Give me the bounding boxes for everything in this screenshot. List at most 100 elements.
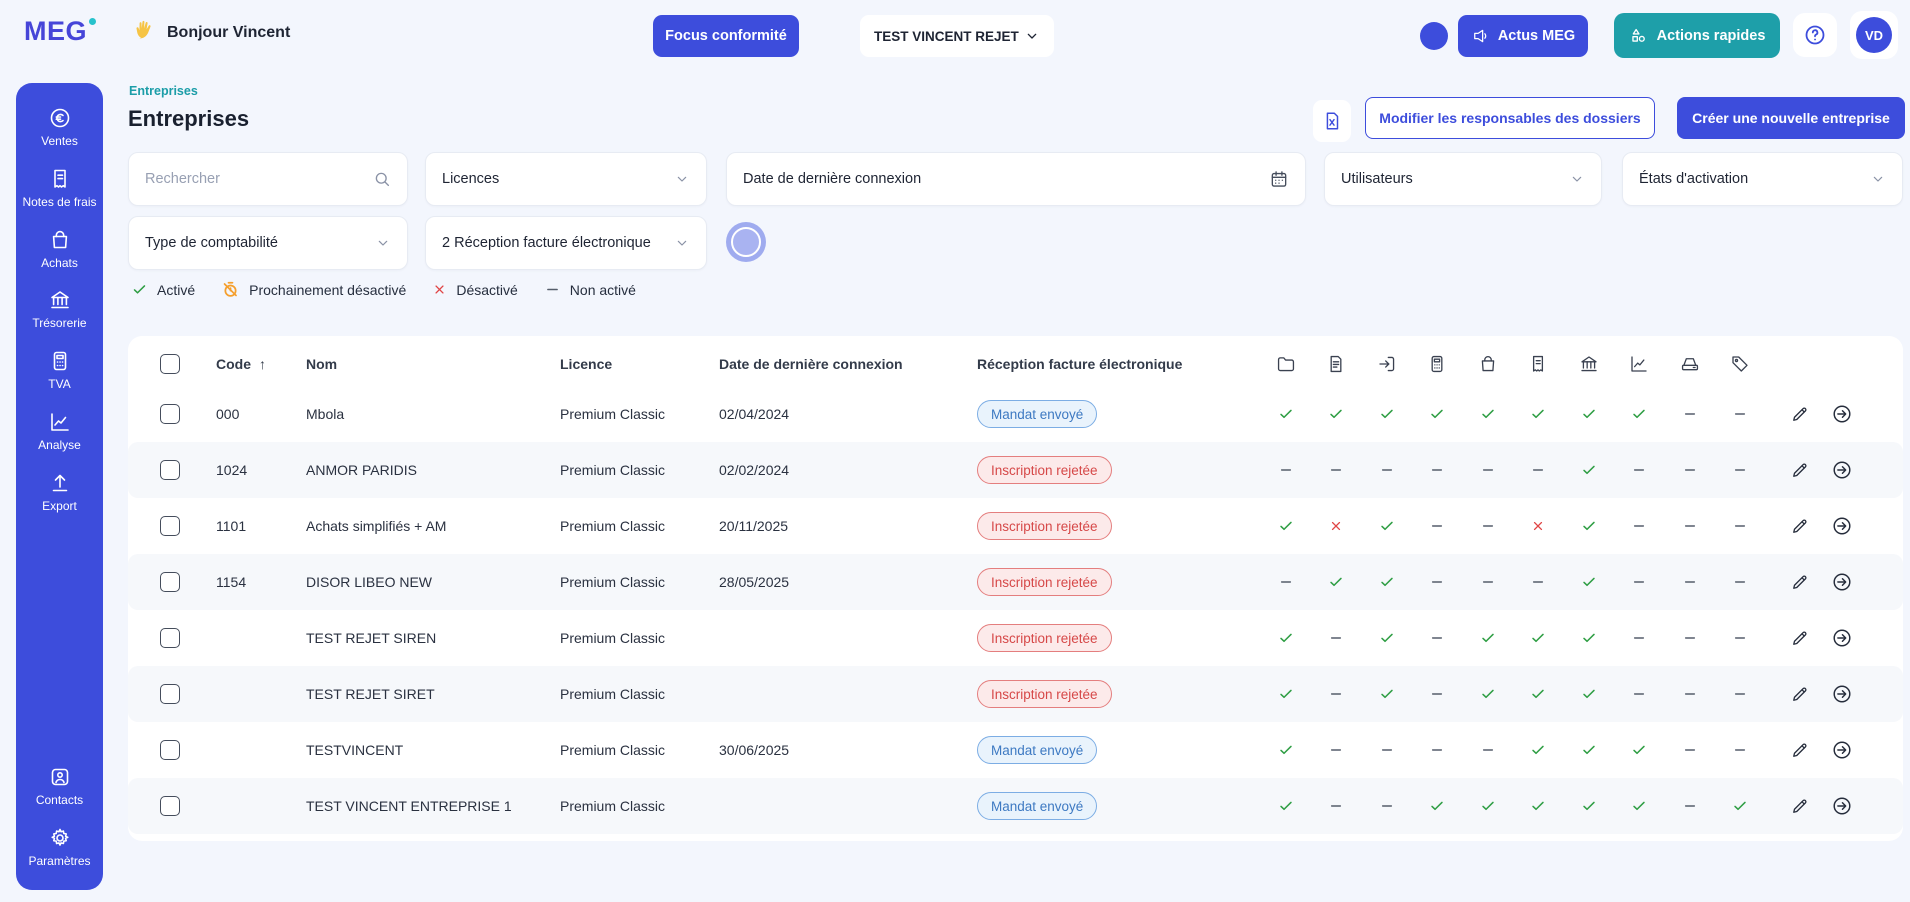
modify-owners-button[interactable]: Modifier les responsables des dossiers (1365, 97, 1655, 139)
search-field[interactable] (128, 152, 408, 206)
edit-company-button[interactable] (1790, 404, 1810, 424)
open-company-button[interactable] (1831, 739, 1853, 761)
column-header-licence: Licence (560, 356, 613, 372)
quick-actions-button[interactable]: Actions rapides (1614, 13, 1780, 58)
chart-icon (48, 410, 72, 434)
status-check-icon (1278, 518, 1295, 535)
calendar-icon (1269, 169, 1289, 189)
edit-company-button[interactable] (1790, 516, 1810, 536)
status-dash-icon (1682, 406, 1698, 422)
company-name: TEST REJET SIRET (306, 686, 435, 702)
row-checkbox[interactable] (160, 684, 180, 704)
row-checkbox[interactable] (160, 572, 180, 592)
sidebar-item-achats[interactable]: Achats (18, 219, 101, 280)
accounting-type-filter[interactable]: Type de comptabilité (128, 216, 408, 270)
row-checkbox[interactable] (160, 628, 180, 648)
open-company-button[interactable] (1831, 403, 1853, 425)
company-code: 1024 (216, 462, 248, 478)
edit-company-button[interactable] (1790, 740, 1810, 760)
table-row: TEST REJET SIREN Premium Classic Inscripti… (128, 610, 1903, 666)
column-header-name: Nom (306, 356, 338, 372)
sidebar-item-contacts[interactable]: Contacts (18, 756, 101, 817)
status-dash-icon (1732, 574, 1748, 590)
excel-file-icon (1321, 110, 1343, 132)
status-check-icon (1379, 406, 1396, 423)
status-dash-icon (1682, 518, 1698, 534)
breadcrumb[interactable]: Entreprises (129, 84, 198, 98)
open-company-button[interactable] (1831, 571, 1853, 593)
cross-icon (432, 282, 447, 297)
excel-export-button[interactable] (1313, 100, 1351, 142)
table-row: 1024 ANMOR PARIDIS Premium Classic 02/02/20… (128, 442, 1903, 498)
status-dash-icon (1682, 462, 1698, 478)
open-company-button[interactable] (1831, 515, 1853, 537)
greeting-text: Bonjour Vincent (167, 23, 291, 41)
activation-states-filter[interactable]: États d'activation (1622, 152, 1903, 206)
edit-company-button[interactable] (1790, 684, 1810, 704)
status-check-icon (1581, 630, 1598, 647)
open-company-button[interactable] (1831, 683, 1853, 705)
actus-meg-button[interactable]: Actus MEG (1458, 15, 1588, 57)
sidebar-item-tresorerie[interactable]: Trésorerie (18, 279, 101, 340)
licences-filter[interactable]: Licences (425, 152, 707, 206)
sidebar-item-ventes[interactable]: Ventes (18, 97, 101, 158)
row-checkbox[interactable] (160, 740, 180, 760)
row-checkbox[interactable] (160, 516, 180, 536)
sidebar-item-notes-de-frais[interactable]: Notes de frais (18, 158, 101, 219)
reception-status-badge: Mandat envoyé (977, 792, 1098, 820)
status-check-icon (1328, 406, 1345, 423)
top-bar: MEG Bonjour Vincent Focus conformité TES… (0, 0, 1910, 72)
edit-company-button[interactable] (1790, 796, 1810, 816)
table-row: TEST REJET SIRET Premium Classic Inscripti… (128, 666, 1903, 722)
status-dash-icon (1328, 742, 1344, 758)
search-icon (373, 170, 391, 188)
table-row: TEST VINCENT ENTREPRISE 1 Premium Classic… (128, 778, 1903, 834)
status-dash-icon (1379, 798, 1395, 814)
users-filter[interactable]: Utilisateurs (1324, 152, 1602, 206)
sidebar-item-export[interactable]: Export (18, 462, 101, 523)
meg-logo[interactable]: MEG (24, 16, 97, 47)
edit-company-button[interactable] (1790, 572, 1810, 592)
row-checkbox[interactable] (160, 460, 180, 480)
open-company-button[interactable] (1831, 459, 1853, 481)
status-check-icon (1732, 798, 1749, 815)
select-all-checkbox[interactable] (160, 354, 180, 374)
column-header-code[interactable]: Code ↑ (216, 356, 266, 372)
create-company-button[interactable]: Créer une nouvelle entreprise (1677, 97, 1905, 139)
status-dash-icon (1732, 686, 1748, 702)
focus-conformite-button[interactable]: Focus conformité (653, 15, 799, 57)
column-header-bank-icon (1579, 354, 1600, 375)
open-company-button[interactable] (1831, 795, 1853, 817)
open-company-button[interactable] (1831, 627, 1853, 649)
company-name: TEST VINCENT ENTREPRISE 1 (306, 798, 512, 814)
edit-company-button[interactable] (1790, 628, 1810, 648)
search-input[interactable] (145, 171, 373, 187)
chevron-down-icon (674, 171, 690, 187)
row-checkbox[interactable] (160, 404, 180, 424)
status-dash-icon (1328, 686, 1344, 702)
sidebar-item-tva[interactable]: TVA (18, 340, 101, 401)
status-dash-icon (1530, 574, 1546, 590)
help-button[interactable] (1793, 13, 1837, 57)
einvoice-filter[interactable]: 2 Réception facture électronique (425, 216, 707, 270)
column-header-calculator-icon (1427, 354, 1448, 375)
status-dash-icon (1429, 686, 1445, 702)
reception-status-badge: Inscription rejetée (977, 680, 1112, 708)
status-check-icon (1480, 406, 1497, 423)
status-check-icon (1480, 798, 1497, 815)
edit-company-button[interactable] (1790, 460, 1810, 480)
legend-item-check: Activé (131, 281, 195, 298)
question-icon (1803, 23, 1827, 47)
last-login-date-filter[interactable]: Date de dernière connexion (726, 152, 1306, 206)
status-dash-icon (1328, 630, 1344, 646)
sidebar-item-analyse[interactable]: Analyse (18, 401, 101, 462)
legend-item-dash: Non activé (544, 281, 636, 298)
company-name: TESTVINCENT (306, 742, 404, 758)
user-menu[interactable]: VD (1850, 11, 1898, 59)
row-checkbox[interactable] (160, 796, 180, 816)
status-check-icon (1379, 518, 1396, 535)
status-check-icon (1581, 518, 1598, 535)
company-selector[interactable]: TEST VINCENT REJET (860, 15, 1054, 57)
sidebar-item-parametres[interactable]: Paramètres (18, 817, 101, 878)
column-header-last-login: Date de dernière connexion (719, 356, 903, 372)
